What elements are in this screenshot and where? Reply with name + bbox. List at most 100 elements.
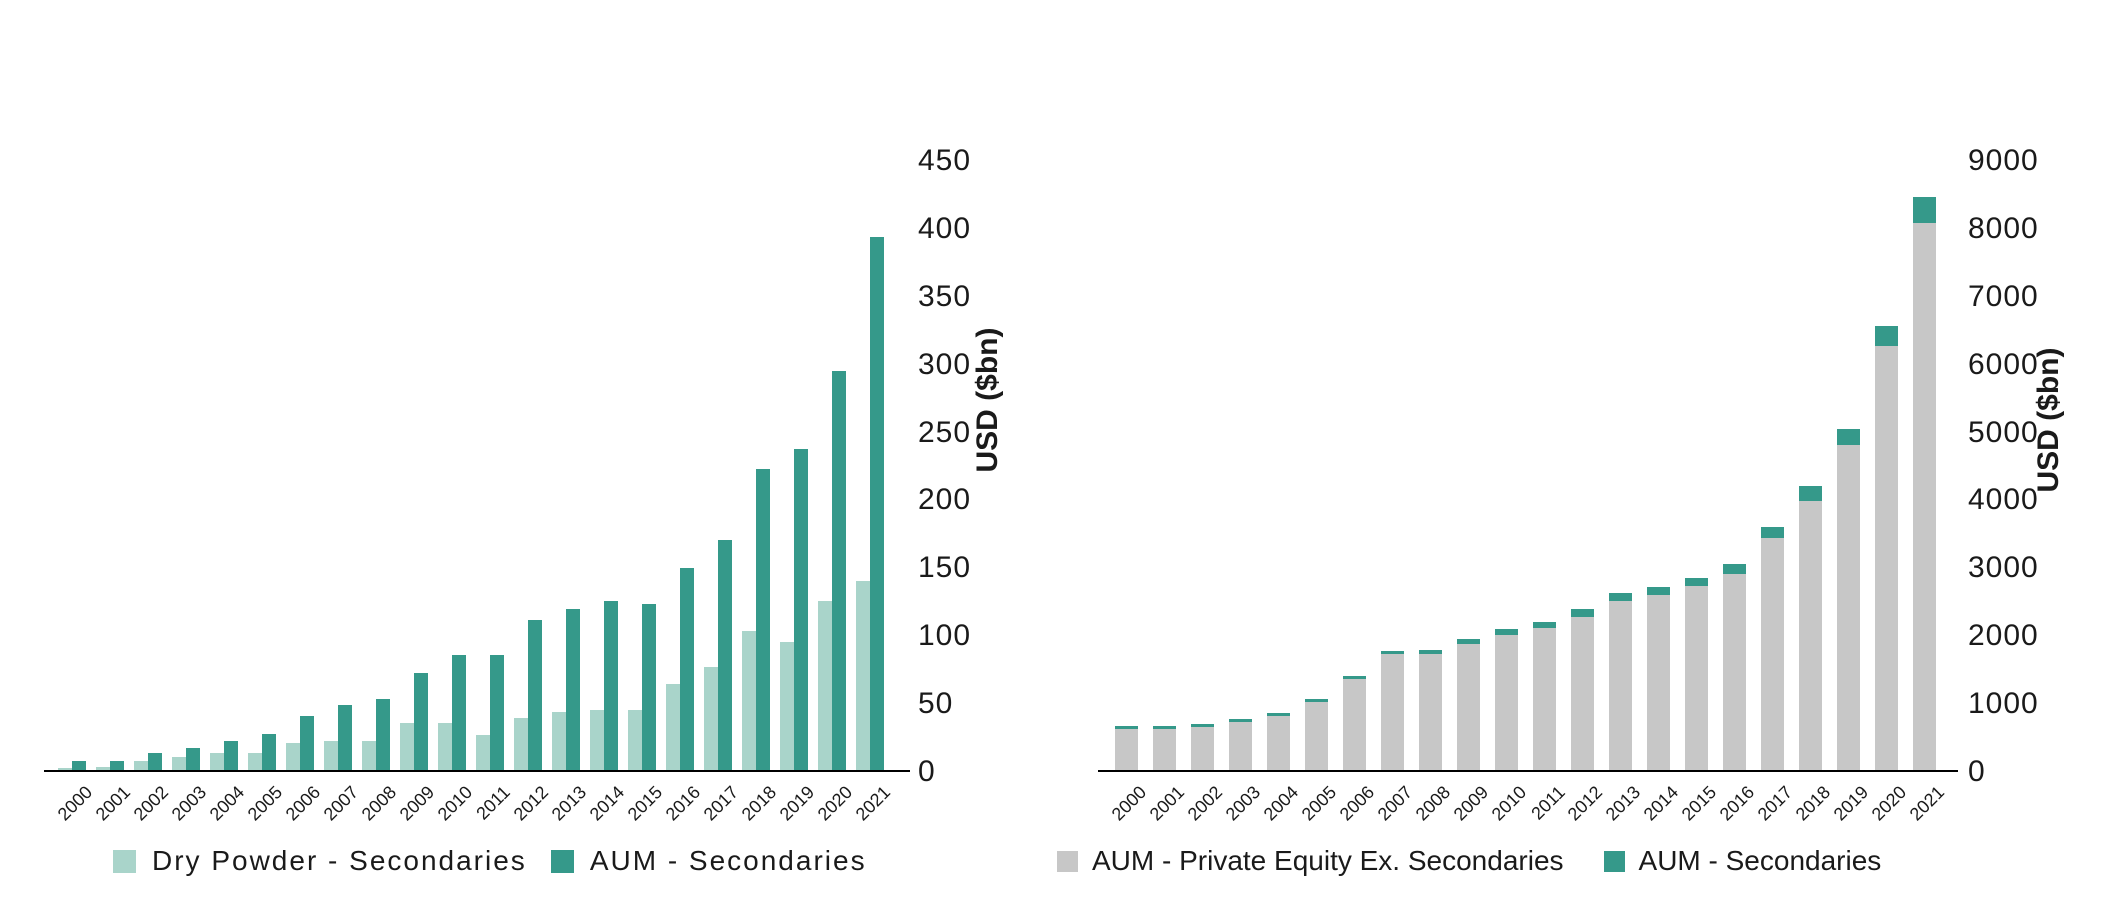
x-tick-label-2006: 2006 <box>1336 782 1379 825</box>
bar-dry-powder-2012 <box>513 717 528 772</box>
x-tick-label-2006: 2006 <box>281 782 324 825</box>
bar-dry-powder-2009 <box>399 723 414 772</box>
bar-dry-powder-2011 <box>475 735 490 772</box>
bar-pe-ex-secondaries-2003 <box>1229 722 1252 772</box>
x-tick-label-2001: 2001 <box>91 782 134 825</box>
bar-aum-secondaries-2004 <box>223 740 238 772</box>
bar-dry-powder-2016 <box>665 683 680 772</box>
bar-aum-secondaries-2019 <box>793 448 808 772</box>
bar-pe-ex-secondaries-2018 <box>1799 501 1822 772</box>
x-axis-line-right <box>1098 770 1958 772</box>
bar-secondaries-cap-2009 <box>1457 639 1480 645</box>
bar-pe-ex-secondaries-2012 <box>1571 616 1594 772</box>
bar-pe-ex-secondaries-2013 <box>1609 600 1632 772</box>
x-tick-label-2012: 2012 <box>509 782 552 825</box>
x-tick-label-2019: 2019 <box>775 782 818 825</box>
bar-secondaries-cap-2015 <box>1685 577 1708 586</box>
y-tick-label: 0 <box>918 755 936 788</box>
bar-secondaries-cap-2006 <box>1343 676 1366 680</box>
legend-label-aum-secondaries: AUM - Secondaries <box>589 845 867 876</box>
y-tick-label: 450 <box>918 144 972 177</box>
bar-pe-ex-secondaries-2009 <box>1457 644 1480 772</box>
bar-pe-ex-secondaries-2001 <box>1153 729 1176 772</box>
x-tick-label-2020: 2020 <box>1868 782 1911 825</box>
bar-dry-powder-2019 <box>779 641 794 772</box>
x-tick-label-2017: 2017 <box>699 782 742 825</box>
y-tick-label: 5000 <box>1968 415 2039 449</box>
x-tick-label-2003: 2003 <box>167 782 210 825</box>
legend-swatch-aum-secondaries-right <box>1603 850 1625 872</box>
bar-aum-secondaries-2002 <box>147 752 162 772</box>
x-tick-label-2004: 2004 <box>205 782 248 825</box>
bar-dry-powder-2003 <box>171 757 186 772</box>
bar-aum-secondaries-2005 <box>261 733 276 772</box>
bar-pe-ex-secondaries-2007 <box>1381 653 1404 772</box>
bar-aum-secondaries-2020 <box>831 371 846 772</box>
legend-label-pe-ex-secondaries: AUM - Private Equity Ex. Secondaries <box>1092 845 1564 876</box>
x-tick-label-2008: 2008 <box>1412 782 1455 825</box>
bar-aum-secondaries-2011 <box>489 655 504 772</box>
x-tick-label-2010: 2010 <box>433 782 476 825</box>
y-tick-label: 300 <box>918 347 972 381</box>
bar-secondaries-cap-2008 <box>1419 650 1442 654</box>
x-tick-label-2015: 2015 <box>623 782 666 825</box>
bar-secondaries-cap-2010 <box>1495 629 1518 635</box>
bar-dry-powder-2021 <box>855 580 870 772</box>
bar-pe-ex-secondaries-2004 <box>1267 715 1290 772</box>
bar-secondaries-cap-2014 <box>1647 586 1670 596</box>
bar-aum-secondaries-2009 <box>413 672 428 772</box>
bar-dry-powder-2007 <box>323 740 338 772</box>
bar-secondaries-cap-2012 <box>1571 608 1594 617</box>
legend-label-aum-secondaries-right: AUM - Secondaries <box>1638 845 1882 876</box>
bar-secondaries-cap-2003 <box>1229 719 1252 723</box>
bar-pe-ex-secondaries-2000 <box>1115 728 1138 772</box>
bar-secondaries-cap-2005 <box>1305 699 1328 703</box>
legend-item-pe-ex-secondaries: AUM - Private Equity Ex. Secondaries <box>1057 845 1564 877</box>
bar-dry-powder-2014 <box>589 709 604 772</box>
bar-secondaries-cap-2021 <box>1913 196 1936 224</box>
bar-aum-secondaries-2018 <box>755 469 770 772</box>
y-tick-label: 2000 <box>1968 619 2039 653</box>
x-tick-label-2021: 2021 <box>1906 782 1949 825</box>
y-tick-label: 9000 <box>1968 144 2039 177</box>
legend-left: Dry Powder - Secondaries AUM - Secondari… <box>113 845 867 877</box>
x-tick-label-2019: 2019 <box>1830 782 1873 825</box>
legend-swatch-pe-ex-secondaries <box>1057 850 1078 872</box>
bar-aum-secondaries-2010 <box>451 655 466 772</box>
bar-secondaries-cap-2013 <box>1609 592 1632 601</box>
bar-secondaries-cap-2000 <box>1115 725 1138 729</box>
y-tick-label: 8000 <box>1968 211 2039 245</box>
bar-dry-powder-2005 <box>247 752 262 772</box>
bar-aum-secondaries-2006 <box>299 716 314 772</box>
x-tick-label-2014: 2014 <box>1640 782 1683 825</box>
bar-secondaries-cap-2002 <box>1191 723 1214 727</box>
bar-aum-secondaries-2015 <box>641 603 656 772</box>
legend-label-dry-powder: Dry Powder - Secondaries <box>152 845 527 876</box>
bar-dry-powder-2013 <box>551 712 566 772</box>
bar-dry-powder-2017 <box>703 667 718 772</box>
x-tick-label-2018: 2018 <box>1792 782 1835 825</box>
x-tick-label-2002: 2002 <box>1184 782 1227 825</box>
y-axis-title-right: USD ($bn) <box>2032 347 2065 493</box>
bar-aum-secondaries-2012 <box>527 619 542 772</box>
bar-pe-ex-secondaries-2006 <box>1343 679 1366 772</box>
bar-dry-powder-2015 <box>627 709 642 772</box>
x-tick-label-2009: 2009 <box>395 782 438 825</box>
bar-pe-ex-secondaries-2008 <box>1419 653 1442 772</box>
bar-pe-ex-secondaries-2005 <box>1305 702 1328 772</box>
bar-dry-powder-2002 <box>133 761 148 772</box>
x-tick-label-2015: 2015 <box>1678 782 1721 825</box>
y-tick-label: 350 <box>918 279 972 313</box>
x-tick-label-2011: 2011 <box>472 782 514 824</box>
legend-right: AUM - Private Equity Ex. Secondaries AUM… <box>1057 845 1881 877</box>
x-tick-label-2010: 2010 <box>1488 782 1531 825</box>
bar-secondaries-cap-2017 <box>1761 526 1784 539</box>
y-tick-label: 3000 <box>1968 551 2039 585</box>
bar-aum-secondaries-2016 <box>679 568 694 772</box>
legend-swatch-aum-secondaries <box>550 849 574 873</box>
x-tick-label-2001: 2001 <box>1146 782 1189 825</box>
bar-secondaries-cap-2007 <box>1381 650 1404 654</box>
x-tick-label-2000: 2000 <box>1108 782 1151 825</box>
y-tick-label: 1000 <box>1968 687 2039 721</box>
